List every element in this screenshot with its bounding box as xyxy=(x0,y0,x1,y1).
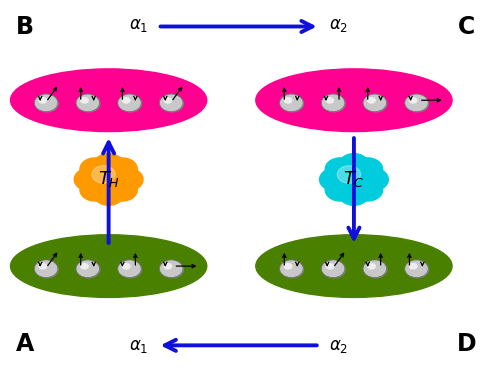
Circle shape xyxy=(160,260,184,278)
Text: C: C xyxy=(458,16,475,40)
Circle shape xyxy=(76,260,99,278)
Circle shape xyxy=(80,97,89,104)
Circle shape xyxy=(159,260,183,278)
Circle shape xyxy=(34,94,58,112)
Circle shape xyxy=(279,260,303,278)
Circle shape xyxy=(283,97,293,104)
Circle shape xyxy=(280,260,304,278)
Circle shape xyxy=(122,97,131,104)
Circle shape xyxy=(77,95,100,112)
Circle shape xyxy=(322,260,346,278)
Circle shape xyxy=(279,94,303,112)
Ellipse shape xyxy=(256,69,452,132)
Circle shape xyxy=(367,263,376,270)
Ellipse shape xyxy=(10,69,207,132)
Circle shape xyxy=(119,95,142,112)
Circle shape xyxy=(325,263,334,270)
Circle shape xyxy=(406,260,429,278)
Circle shape xyxy=(409,97,418,104)
Text: A: A xyxy=(16,332,34,356)
Circle shape xyxy=(364,95,388,112)
Circle shape xyxy=(38,97,47,104)
Circle shape xyxy=(405,94,428,112)
Circle shape xyxy=(337,166,361,183)
Ellipse shape xyxy=(256,235,452,297)
Circle shape xyxy=(409,263,418,270)
Text: $T_C$: $T_C$ xyxy=(343,169,365,189)
Circle shape xyxy=(364,260,388,278)
Text: $\alpha_1$: $\alpha_1$ xyxy=(128,337,148,355)
Circle shape xyxy=(38,263,47,270)
Circle shape xyxy=(122,263,131,270)
Circle shape xyxy=(159,94,183,112)
Circle shape xyxy=(163,263,172,270)
Circle shape xyxy=(163,97,172,104)
Circle shape xyxy=(283,263,293,270)
Circle shape xyxy=(119,260,142,278)
Circle shape xyxy=(321,94,345,112)
Circle shape xyxy=(322,95,346,112)
Text: $\alpha_1$: $\alpha_1$ xyxy=(128,16,148,34)
Circle shape xyxy=(35,260,59,278)
Circle shape xyxy=(406,95,429,112)
Circle shape xyxy=(363,260,387,278)
Circle shape xyxy=(367,97,376,104)
Circle shape xyxy=(405,260,428,278)
Circle shape xyxy=(280,95,304,112)
Ellipse shape xyxy=(10,235,207,297)
Text: $\alpha_2$: $\alpha_2$ xyxy=(330,16,349,34)
Circle shape xyxy=(118,94,141,112)
Circle shape xyxy=(76,94,99,112)
Text: $T_H$: $T_H$ xyxy=(97,169,120,189)
Circle shape xyxy=(80,263,89,270)
Circle shape xyxy=(325,97,334,104)
Circle shape xyxy=(77,260,100,278)
Circle shape xyxy=(92,166,115,183)
Circle shape xyxy=(160,95,184,112)
Circle shape xyxy=(363,94,387,112)
Text: D: D xyxy=(457,332,477,356)
Circle shape xyxy=(35,95,59,112)
Circle shape xyxy=(118,260,141,278)
Text: $\alpha_2$: $\alpha_2$ xyxy=(330,337,349,355)
Circle shape xyxy=(34,260,58,278)
Circle shape xyxy=(321,260,345,278)
Text: B: B xyxy=(16,16,34,40)
